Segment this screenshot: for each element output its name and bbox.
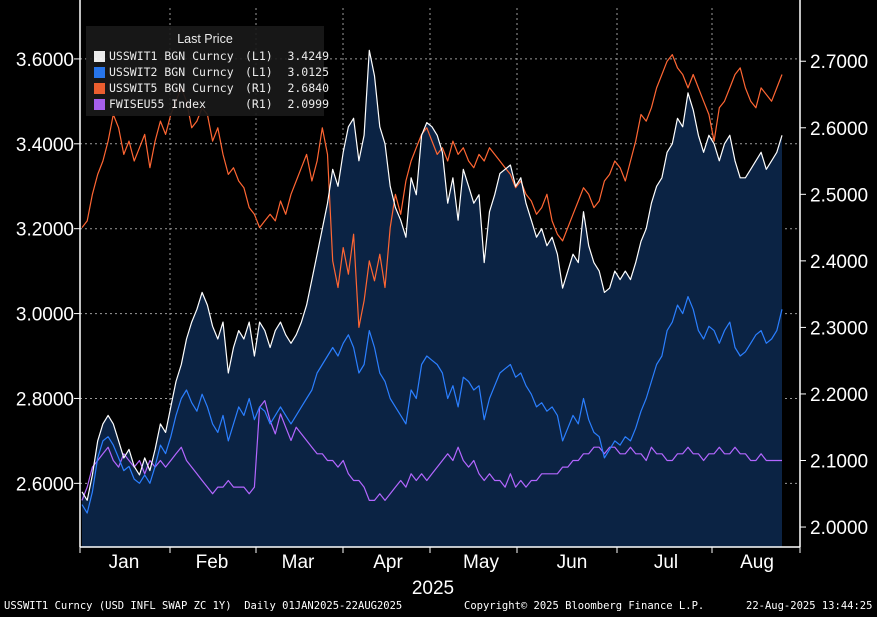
month-label: Jul [654, 552, 678, 573]
legend-series-value: 3.0125 [287, 65, 329, 79]
legend-entry-fwiseu55[interactable]: FWISEU55 Index (R1) 2.0999 [94, 96, 329, 112]
right-tick-label: 2.5000 [810, 185, 868, 206]
right-tick-label: 2.1000 [810, 451, 868, 472]
legend-series-value: 2.6840 [287, 81, 329, 95]
legend-series-axis: (R1) [245, 81, 273, 95]
legend-swatch-usswit2 [94, 66, 105, 78]
series-lines [81, 49, 783, 514]
legend-series-name: USSWIT5 BGN Curncy [109, 81, 234, 95]
legend-series-axis: (L1) [245, 49, 273, 63]
legend-swatch-usswit5 [94, 82, 105, 94]
legend-series-name: USSWIT2 BGN Curncy [109, 65, 234, 79]
legend-entry-usswit2[interactable]: USSWIT2 BGN Curncy (L1) 3.0125 [94, 64, 329, 80]
legend-series-name: FWISEU55 Index [109, 97, 206, 111]
area-fill [82, 50, 782, 548]
legend-title: Last Price [177, 32, 233, 46]
series-line-3[interactable] [81, 400, 782, 501]
legend-series-axis: (R1) [245, 97, 273, 111]
right-tick-label: 2.7000 [810, 52, 868, 73]
left-tick-label: 3.2000 [16, 220, 74, 241]
legend-series-value: 3.4249 [287, 49, 329, 63]
legend-series-value: 2.0999 [287, 97, 329, 111]
footer-copyright: Copyright© 2025 Bloomberg Finance L.P. [464, 600, 705, 612]
legend-entry-usswit5[interactable]: USSWIT5 BGN Curncy (R1) 2.6840 [94, 80, 329, 96]
legend-swatch-fwiseu55 [94, 98, 105, 110]
month-label: Jun [557, 552, 588, 573]
legend-series-name: USSWIT1 BGN Curncy [109, 49, 234, 63]
legend-series-axis: (L1) [245, 65, 273, 79]
month-labels: Jan Feb Mar Apr May Jun Jul Aug [109, 552, 774, 573]
left-tick-label: 2.6000 [16, 474, 74, 495]
month-label: Jan [109, 552, 140, 573]
right-axis-ticks: 2.7000 2.6000 2.5000 2.4000 2.3000 2.2000 2.10… [800, 52, 868, 539]
right-tick-label: 2.3000 [810, 318, 868, 339]
month-label: Apr [373, 552, 403, 573]
month-label: Aug [740, 552, 774, 573]
left-tick-label: 2.8000 [16, 389, 74, 410]
legend-swatch-usswit1 [94, 50, 105, 62]
month-label: Mar [282, 552, 315, 573]
right-tick-label: 2.2000 [810, 385, 868, 406]
footer-description: USSWIT1 Curncy (USD INFL SWAP ZC 1Y) Dai… [4, 600, 403, 612]
left-tick-label: 3.0000 [16, 305, 74, 326]
month-label: May [463, 552, 499, 573]
right-tick-label: 2.4000 [810, 252, 868, 273]
series-line-2[interactable] [81, 54, 783, 328]
legend: Last Price USSWIT1 BGN Curncy (L1) 3.424… [86, 26, 329, 116]
month-label: Feb [196, 552, 229, 573]
right-tick-label: 2.6000 [810, 119, 868, 140]
series-line-1[interactable] [81, 296, 783, 514]
footer-timestamp: 22-Aug-2025 13:44:25 [746, 600, 873, 612]
left-axis-ticks: 3.6000 3.4000 3.2000 3.0000 2.8000 2.6000 [16, 50, 80, 495]
series-line-0[interactable] [81, 49, 783, 501]
right-tick-label: 2.0000 [810, 518, 868, 539]
left-tick-label: 3.6000 [16, 50, 74, 71]
legend-entry-usswit1[interactable]: USSWIT1 BGN Curncy (L1) 3.4249 [94, 48, 329, 64]
left-tick-label: 3.4000 [16, 135, 74, 156]
axes [79, 0, 801, 553]
year-label: 2025 [412, 578, 454, 599]
series-area-0 [82, 50, 782, 548]
